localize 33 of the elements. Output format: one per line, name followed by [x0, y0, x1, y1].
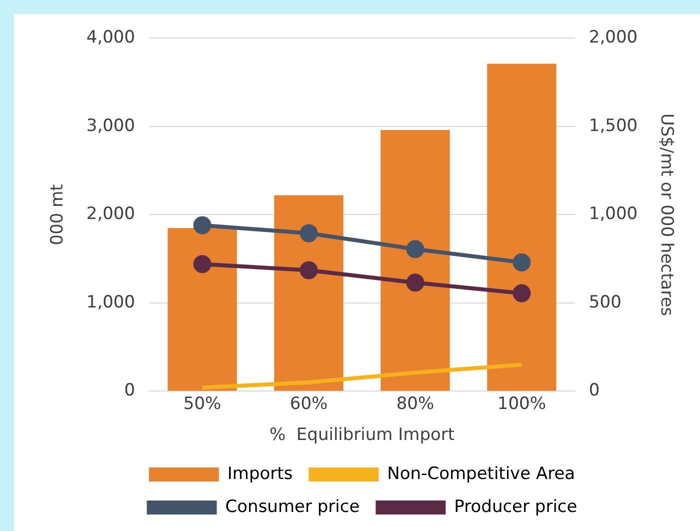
point: [193, 216, 212, 234]
legend-label: Imports: [227, 464, 293, 484]
bar: [487, 64, 556, 391]
point: [406, 240, 424, 258]
y2-tick-label: 500: [588, 292, 622, 312]
y-tick-label: 0: [124, 380, 136, 401]
legend-label: Producer price: [454, 496, 578, 517]
y-tick-label: 4,000: [86, 28, 136, 48]
x-tick-label: 80%: [396, 394, 434, 414]
x-axis-title: % Equilibrium Import: [269, 425, 455, 446]
x-tick-label: 60%: [290, 394, 328, 414]
point: [406, 274, 424, 292]
point: [300, 261, 318, 280]
y-axis-title: 000 mt: [48, 184, 68, 246]
bar: [380, 130, 450, 391]
legend-label: Consumer price: [225, 496, 360, 517]
bar: [274, 195, 344, 391]
y2-tick-label: 0: [588, 380, 600, 401]
y2-tick-label: 2,000: [588, 28, 638, 48]
point: [300, 224, 318, 242]
y-tick-label: 1,000: [86, 292, 136, 312]
x-tick-label: 100%: [497, 394, 546, 414]
y2-tick-label: 1,000: [588, 204, 638, 224]
point: [193, 255, 212, 274]
y-tick-label: 3,000: [86, 116, 136, 136]
y2-tick-label: 1,500: [588, 116, 638, 136]
legend-label: Non-Competitive Area: [387, 464, 576, 484]
point: [512, 253, 531, 272]
y-tick-label: 2,000: [86, 204, 136, 224]
point: [512, 284, 531, 302]
y2-axis-title: US$/mt or 000 hectares: [656, 113, 676, 316]
bar: [168, 228, 237, 391]
x-tick-label: 50%: [183, 394, 222, 414]
